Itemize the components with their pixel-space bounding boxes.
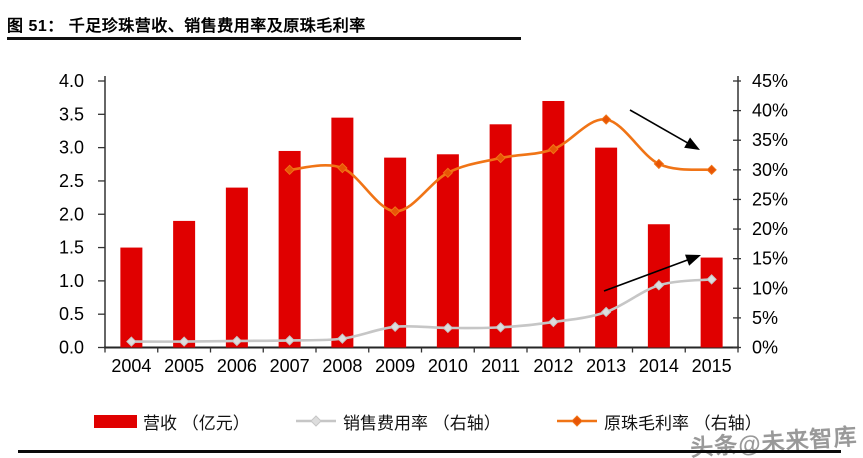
raw-pearl-gross-margin-point-2010	[442, 167, 454, 179]
x-axis-label-2007: 2007	[270, 356, 310, 376]
expense-legend-swatch	[296, 415, 336, 427]
revenue-bar-2007	[278, 150, 301, 348]
figure-title: 图 51： 千足珍珠营收、销售费用率及原珠毛利率	[7, 18, 366, 35]
x-axis-label-2011: 2011	[481, 356, 520, 376]
expense-legend-marker	[310, 415, 322, 427]
sales-expense-ratio-point-2013	[600, 306, 612, 318]
sales-expense-ratio-point-2010	[442, 322, 454, 334]
revenue-bar-2010	[436, 154, 459, 348]
x-axis-label-2005: 2005	[164, 356, 204, 376]
bottom-rule	[18, 450, 841, 453]
right-axis-tick-label: 15%	[752, 249, 788, 269]
legend-item-expense-ratio: 销售费用率 （右轴）	[295, 411, 501, 433]
sales-expense-ratio-point-2006	[231, 335, 243, 347]
left-axis-tick-label: 4.0	[59, 71, 84, 91]
right-axis-tick-label: 10%	[752, 278, 788, 298]
left-axis-tick-label: 2.5	[59, 171, 84, 191]
sales-expense-ratio-point-2008	[337, 333, 348, 344]
revenue-bar-2012	[542, 100, 565, 348]
margin-decline-arrow-shaft	[629, 109, 691, 146]
revenue-bar-2006	[225, 187, 248, 348]
raw-pearl-gross-margin-point-2011	[495, 152, 506, 164]
sales-expense-ratio-point-2005	[178, 336, 190, 347]
margin-legend-marker	[571, 415, 583, 427]
sales-expense-ratio-point-2012	[548, 316, 559, 328]
raw-pearl-gross-margin-point-2008	[337, 162, 348, 174]
raw-pearl-gross-margin-point-2007	[284, 164, 295, 176]
x-axis-label-2008: 2008	[322, 356, 362, 376]
x-axis-label-2009: 2009	[375, 356, 415, 376]
right-axis-tick-label: 45%	[752, 71, 788, 91]
sales-expense-ratio-point-2009	[389, 321, 401, 332]
expense-legend-label: 销售费用率 （右轴）	[343, 413, 501, 433]
revenue-bar-2008	[331, 117, 354, 348]
left-axis-tick-label: 0.5	[59, 304, 84, 324]
revenue-bar-2004	[120, 247, 143, 348]
x-axis-label-2010: 2010	[428, 356, 468, 376]
revenue-expense-margin-chart: 0.0 0.5 1.0 1.5 2.0 2.5 3.0 3.5 4.0 0% 5% 10% 15% 20%…	[59, 71, 788, 376]
sales-expense-ratio-point-2011	[495, 322, 506, 333]
right-axis-tick-label: 25%	[752, 189, 788, 209]
left-axis-tick-label: 1.0	[59, 271, 84, 291]
revenue-bar-2009	[384, 157, 407, 348]
revenue-bar-2013	[595, 147, 618, 348]
legend-item-revenue: 营收 （亿元）	[94, 411, 250, 433]
x-axis-label-2014: 2014	[639, 356, 679, 376]
left-axis-tick-label: 2.0	[59, 204, 84, 224]
left-axis-tick-label: 3.5	[59, 104, 84, 124]
x-axis-label-2013: 2013	[586, 356, 626, 376]
margin-decline-arrow-head	[684, 137, 700, 150]
title-underline	[7, 37, 521, 40]
expense-rise-arrow-shaft	[603, 258, 691, 292]
right-axis-tick-label: 0%	[752, 338, 778, 358]
right-axis-tick-label: 40%	[752, 101, 788, 121]
left-axis-tick-label: 0.0	[59, 338, 84, 358]
revenue-legend-swatch	[94, 414, 137, 428]
raw-pearl-gross-margin-point-2015	[706, 164, 717, 176]
right-axis-tick-label: 35%	[752, 130, 788, 150]
right-axis-tick-label: 20%	[752, 219, 788, 239]
raw-pearl-gross-margin-point-2012	[548, 143, 559, 155]
right-axis-tick-label: 30%	[752, 160, 788, 180]
x-axis-label-2004: 2004	[111, 356, 151, 376]
legend-item-gross-margin: 原珠毛利率 （右轴）	[556, 411, 762, 433]
sales-expense-ratio-line	[130, 278, 713, 343]
sales-expense-ratio-point-2007	[284, 335, 295, 346]
revenue-bar-2011	[489, 124, 512, 348]
left-axis-tick-label: 3.0	[59, 138, 84, 158]
raw-pearl-gross-margin-point-2013	[600, 114, 612, 125]
sales-expense-ratio-point-2004	[126, 336, 137, 347]
x-axis-label-2015: 2015	[692, 356, 732, 376]
margin-legend-label: 原珠毛利率 （右轴）	[604, 413, 762, 433]
sales-expense-ratio-point-2014	[653, 280, 665, 291]
x-axis-label-2012: 2012	[533, 356, 573, 376]
revenue-bar-2005	[173, 220, 196, 348]
revenue-legend-label: 营收 （亿元）	[143, 413, 250, 433]
raw-pearl-gross-margin-point-2009	[389, 206, 401, 217]
revenue-bar-2015	[700, 257, 723, 348]
sales-expense-ratio-point-2015	[706, 274, 717, 285]
right-axis-tick-label: 5%	[752, 308, 778, 328]
x-axis-label-2006: 2006	[217, 356, 257, 376]
raw-pearl-gross-margin-point-2014	[653, 158, 665, 170]
margin-legend-swatch	[557, 415, 597, 427]
left-axis-tick-label: 1.5	[59, 238, 84, 258]
expense-rise-arrow-head	[685, 254, 701, 266]
